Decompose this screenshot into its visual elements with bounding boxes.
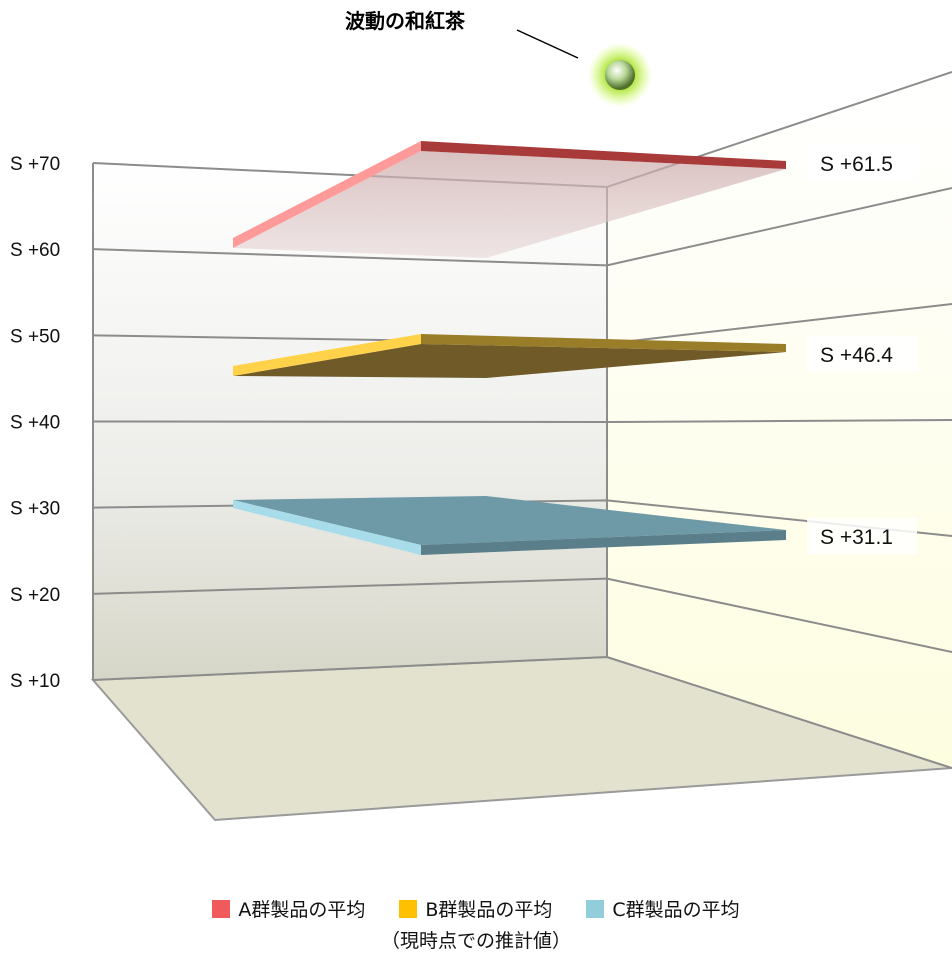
data-label-bg [807,518,917,554]
data-label-bg [807,145,917,181]
data-plane [233,496,786,555]
estimate-note: （現時点での推計値） [380,930,571,952]
y-axis-ticks: S +70 S +60 S +50 S +40 S +30 S +20 S +10 [10,154,60,692]
y-tick-label: S +20 [10,585,60,606]
y-tick-label: S +40 [10,413,60,434]
annotation-leader [516,29,579,59]
plane-top [233,344,786,378]
y-tick-label: S +10 [10,671,60,692]
legend-label: A群製品の平均 [238,899,366,921]
data-label-bg [807,336,917,372]
legend-label: B群製品の平均 [425,899,553,921]
legend-label: C群製品の平均 [612,899,740,921]
data-plane [233,334,786,378]
y-tick-label: S +50 [10,326,60,347]
legend-swatch [586,899,605,918]
data-planes [233,141,786,555]
legend-item: B群製品の平均 [399,895,552,922]
legend-swatch [212,899,231,918]
data-plane [233,141,786,258]
marker-ball [605,60,635,90]
data-label: S +61.5 [820,153,893,176]
plane-top [233,496,786,545]
legend-item: A群製品の平均 [212,895,365,922]
plane-edge-dark [421,530,786,555]
legend-item: C群製品の平均 [586,895,740,922]
plane-edge-light [233,334,421,376]
legend: A群製品の平均 B群製品の平均 C群製品の平均 [0,895,952,922]
plane-edge-light [233,500,421,555]
data-label: S +31.1 [820,526,893,549]
legend-swatch [399,899,418,918]
chart-canvas: S +70 S +60 S +50 S +40 S +30 S +20 S +10 S +6… [10,9,952,822]
plane-edge-dark [421,334,786,352]
y-tick-label: S +30 [10,499,60,520]
y-tick-label: S +70 [10,154,60,175]
annotation-marker: 波動の和紅茶 [345,9,652,107]
data-label: S +46.4 [820,344,893,367]
plane-top [233,151,786,258]
annotation-label: 波動の和紅茶 [345,9,466,33]
plane-edge-light [233,141,421,248]
data-labels: S +61.5 S +46.4 S +31.1 [807,145,917,554]
y-tick-label: S +60 [10,240,60,261]
plane-edge-dark [421,141,786,169]
